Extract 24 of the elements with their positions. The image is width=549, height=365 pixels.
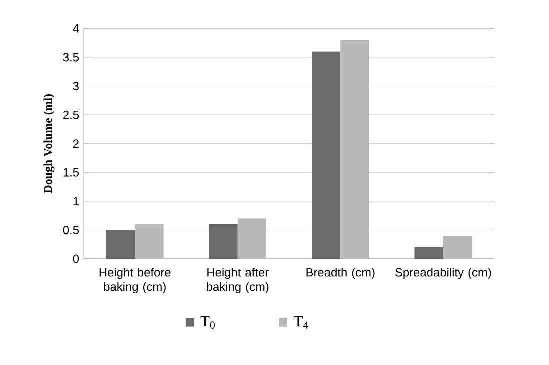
bar [443, 236, 472, 260]
y-axis-title: Dough Volume (ml) [44, 94, 55, 194]
x-tick-label: Height after baking (cm) [207, 268, 269, 294]
y-tick-label: 2.5 [63, 110, 80, 120]
bar [106, 230, 136, 260]
x-tick-label: Spreadability (cm) [395, 268, 492, 280]
bar [238, 218, 267, 260]
legend-label: T$_{0}$ [200, 316, 215, 330]
y-tick-label: 4 [73, 24, 80, 33]
legend-label: T$_{4}$ [294, 316, 308, 329]
y-tick-label: 0.5 [63, 226, 80, 235]
y-tick-label: 1 [74, 197, 79, 206]
bar [340, 40, 370, 260]
y-tick-label: 0 [73, 254, 80, 264]
y-tick-label: 3.5 [63, 53, 80, 62]
x-tick-label: Height before baking (cm) [100, 268, 171, 294]
x-tick-label: Breadth (cm) [306, 268, 375, 280]
bar [209, 224, 238, 260]
bar [414, 248, 444, 260]
y-tick-label: 2 [73, 140, 79, 148]
bar [312, 52, 341, 260]
bar [135, 224, 164, 260]
y-tick-label: 1.5 [64, 168, 80, 177]
y-tick-label: 3 [73, 82, 79, 91]
